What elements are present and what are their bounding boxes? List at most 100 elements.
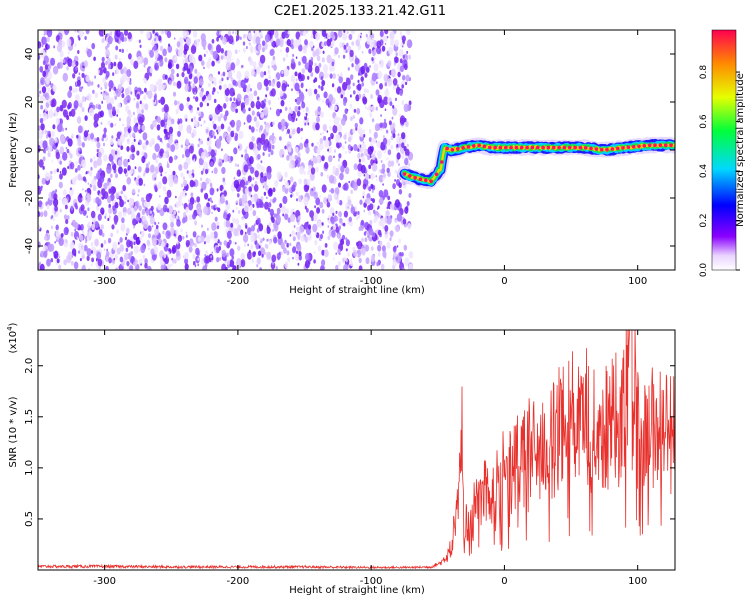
- noise-dot: [318, 62, 322, 68]
- noise-dot: [308, 110, 310, 114]
- noise-dot: [149, 49, 155, 58]
- noise-dot: [95, 196, 100, 204]
- noise-dot: [323, 41, 327, 46]
- noise-dot: [398, 163, 400, 167]
- noise-dot: [154, 38, 157, 42]
- noise-dot: [43, 149, 46, 154]
- x-tick-label: 100: [628, 276, 647, 287]
- noise-dot: [285, 46, 290, 53]
- noise-dot: [267, 69, 271, 75]
- noise-dot: [341, 234, 346, 241]
- noise-dot: [403, 63, 408, 71]
- noise-dot: [352, 182, 358, 191]
- noise-dot: [71, 60, 76, 68]
- noise-dot: [174, 56, 178, 61]
- noise-dot: [389, 38, 395, 47]
- noise-dot: [305, 146, 310, 154]
- noise-dot: [76, 116, 82, 124]
- noise-dot: [75, 61, 79, 67]
- noise-dot: [395, 256, 399, 261]
- noise-dot: [170, 121, 173, 125]
- noise-dot: [142, 173, 146, 177]
- noise-dot: [408, 54, 411, 60]
- noise-dot: [199, 101, 203, 108]
- noise-dot: [297, 152, 301, 158]
- noise-dot: [98, 229, 103, 236]
- noise-dot: [152, 30, 155, 34]
- noise-dot: [130, 208, 133, 213]
- noise-dot: [188, 104, 192, 111]
- snr-exponent-power: 4: [6, 326, 14, 331]
- noise-dot: [235, 32, 237, 35]
- noise-dot: [282, 154, 284, 158]
- noise-dot: [86, 255, 90, 261]
- noise-dot: [114, 150, 118, 155]
- noise-dot: [194, 78, 197, 82]
- noise-dot: [159, 195, 161, 198]
- noise-dot: [266, 171, 272, 180]
- noise-dot: [220, 123, 225, 130]
- noise-dot: [157, 221, 160, 225]
- noise-dot: [357, 249, 360, 255]
- noise-dot: [306, 117, 309, 122]
- noise-dot: [370, 94, 373, 99]
- ridge-peak: [530, 145, 535, 150]
- noise-dot: [303, 178, 308, 185]
- noise-dot: [39, 97, 45, 105]
- noise-dot: [371, 37, 375, 43]
- noise-dot: [284, 213, 289, 221]
- noise-dot: [119, 134, 125, 143]
- noise-dot: [205, 129, 209, 134]
- noise-dot: [70, 108, 76, 117]
- noise-dot: [91, 221, 94, 225]
- noise-dot: [230, 77, 234, 82]
- noise-dot: [241, 154, 244, 158]
- noise-dot: [277, 231, 282, 240]
- noise-dot: [266, 226, 271, 234]
- noise-dot: [368, 227, 374, 236]
- noise-dot: [245, 225, 248, 229]
- noise-dot: [167, 199, 170, 202]
- noise-dot: [406, 201, 410, 207]
- noise-dot: [404, 257, 410, 267]
- noise-dot: [317, 245, 322, 252]
- noise-dot: [390, 68, 396, 78]
- noise-dot: [270, 261, 276, 270]
- noise-dot: [196, 196, 201, 203]
- noise-dot: [43, 250, 48, 258]
- noise-dot: [401, 252, 404, 257]
- noise-dot: [141, 109, 144, 114]
- noise-dot: [383, 118, 387, 123]
- noise-dot: [111, 135, 114, 139]
- noise-dot: [111, 149, 116, 157]
- snr-exponent: (x104): [6, 322, 19, 353]
- snr-trace: [38, 330, 675, 570]
- noise-dot: [86, 47, 88, 50]
- noise-dot: [371, 105, 375, 112]
- noise-dot: [250, 101, 255, 109]
- noise-dot: [140, 263, 142, 266]
- noise-dot: [260, 101, 263, 105]
- noise-dot: [104, 81, 108, 88]
- ridge-peak: [456, 147, 460, 151]
- noise-dot: [368, 48, 372, 54]
- noise-dot: [126, 171, 129, 176]
- noise-dot: [50, 258, 54, 263]
- noise-dot: [250, 68, 255, 76]
- noise-dot: [49, 175, 53, 180]
- noise-dot: [94, 220, 99, 229]
- noise-dot: [38, 132, 42, 138]
- noise-dot: [343, 264, 349, 270]
- noise-dot: [372, 198, 375, 204]
- noise-dot: [292, 53, 295, 58]
- noise-dot: [96, 137, 100, 142]
- ridge-peak: [450, 148, 455, 152]
- noise-dot: [354, 64, 360, 72]
- noise-dot: [138, 177, 144, 186]
- noise-dot: [408, 263, 414, 270]
- noise-dot: [371, 138, 374, 143]
- noise-dot: [154, 166, 160, 175]
- noise-dot: [107, 63, 111, 70]
- noise-dot: [363, 209, 366, 213]
- noise-dot: [267, 65, 270, 69]
